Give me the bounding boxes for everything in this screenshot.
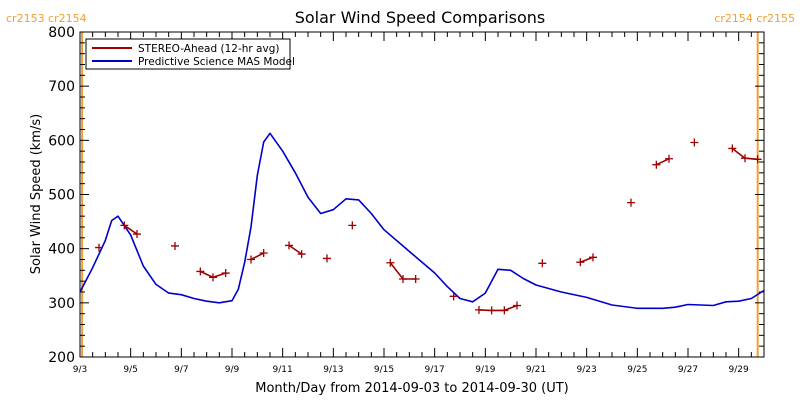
observed-point-marker bbox=[665, 154, 673, 163]
y-axis-ticks: 200 300 400 500 600 700 800 bbox=[48, 25, 764, 366]
x-tick-label: 9/3 bbox=[73, 365, 87, 375]
observed-point-marker bbox=[487, 306, 496, 315]
x-tick-label: 9/15 bbox=[374, 365, 394, 375]
observed-point-marker bbox=[627, 198, 635, 207]
observed-point-marker bbox=[95, 243, 103, 252]
observed-point-marker bbox=[386, 258, 395, 267]
observed-point-marker bbox=[652, 160, 661, 169]
observed-point-marker bbox=[500, 306, 509, 315]
y-tick-label: 200 bbox=[48, 350, 75, 366]
legend: STEREO-Ahead (12-hr avg) Predictive Scie… bbox=[85, 38, 295, 70]
x-tick-label: 9/5 bbox=[123, 365, 137, 375]
x-tick-label: 9/7 bbox=[174, 365, 188, 375]
observed-point-marker bbox=[475, 305, 483, 314]
x-axis-ticks: 9/3 9/5 9/7 9/9 9/11 9/13 9/15 9/17 9/19 9/21 9/23… bbox=[73, 32, 765, 375]
legend-entry-stereo: STEREO-Ahead (12-hr avg) bbox=[138, 43, 279, 55]
y-tick-label: 700 bbox=[48, 79, 75, 95]
legend-box bbox=[85, 38, 291, 70]
observed-point-marker bbox=[171, 241, 179, 250]
x-tick-label: 9/13 bbox=[323, 365, 343, 375]
observed-segment-line bbox=[250, 252, 265, 261]
observed-point-marker bbox=[589, 253, 597, 262]
x-tick-label: 9/23 bbox=[577, 365, 597, 375]
observed-segment-line bbox=[580, 256, 594, 263]
observed-point-marker bbox=[728, 144, 737, 153]
y-tick-label: 300 bbox=[48, 296, 75, 312]
observed-point-marker bbox=[576, 258, 585, 267]
chart-title: Solar Wind Speed Comparisons bbox=[295, 8, 546, 27]
y-tick-label: 400 bbox=[48, 242, 75, 258]
y-tick-label: 600 bbox=[48, 133, 75, 149]
x-tick-label: 9/29 bbox=[729, 365, 749, 375]
x-tick-label: 9/17 bbox=[425, 365, 445, 375]
observed-point-marker bbox=[513, 301, 521, 310]
y-tick-label: 800 bbox=[48, 25, 75, 41]
observed-segment-line bbox=[655, 158, 670, 166]
legend-entry-model: Predictive Science MAS Model bbox=[138, 56, 295, 68]
x-axis-label: Month/Day from 2014-09-03 to 2014-09-30 … bbox=[255, 381, 568, 396]
observed-point-marker bbox=[247, 255, 255, 264]
observed-point-marker bbox=[411, 275, 420, 283]
observed-point-marker bbox=[196, 267, 205, 276]
observed-point-marker bbox=[297, 250, 306, 259]
x-tick-label: 9/27 bbox=[678, 365, 698, 375]
x-tick-label: 9/21 bbox=[526, 365, 546, 375]
x-tick-label: 9/19 bbox=[475, 365, 495, 375]
x-tick-label: 9/9 bbox=[225, 365, 240, 375]
observed-segment-line bbox=[478, 304, 518, 312]
observed-point-marker bbox=[348, 221, 357, 230]
model-series-line bbox=[79, 132, 765, 310]
x-tick-label: 9/11 bbox=[273, 365, 293, 375]
observed-series bbox=[95, 138, 762, 315]
observed-segment-line bbox=[288, 244, 303, 255]
y-tick-label: 500 bbox=[48, 188, 75, 204]
observed-point-marker bbox=[449, 292, 458, 301]
model-series bbox=[79, 132, 765, 310]
observed-segment-line bbox=[123, 224, 138, 235]
observed-point-marker bbox=[133, 230, 141, 239]
observed-point-marker bbox=[690, 138, 699, 147]
carrington-label-left: cr2153 cr2154 bbox=[6, 12, 87, 25]
observed-point-marker bbox=[323, 254, 331, 263]
observed-point-marker bbox=[741, 154, 749, 163]
observed-point-marker bbox=[538, 259, 547, 268]
carrington-label-right: cr2154 cr2155 bbox=[714, 12, 795, 25]
y-axis-label: Solar Wind Speed (km/s) bbox=[29, 114, 44, 274]
observed-point-marker bbox=[753, 155, 762, 164]
observed-point-marker bbox=[399, 275, 407, 283]
observed-point-marker bbox=[209, 273, 217, 282]
observed-point-marker bbox=[221, 269, 230, 278]
x-tick-label: 9/25 bbox=[627, 365, 647, 375]
observed-point-marker bbox=[285, 241, 293, 250]
observed-point-marker bbox=[259, 249, 268, 257]
observed-point-marker bbox=[120, 221, 129, 230]
